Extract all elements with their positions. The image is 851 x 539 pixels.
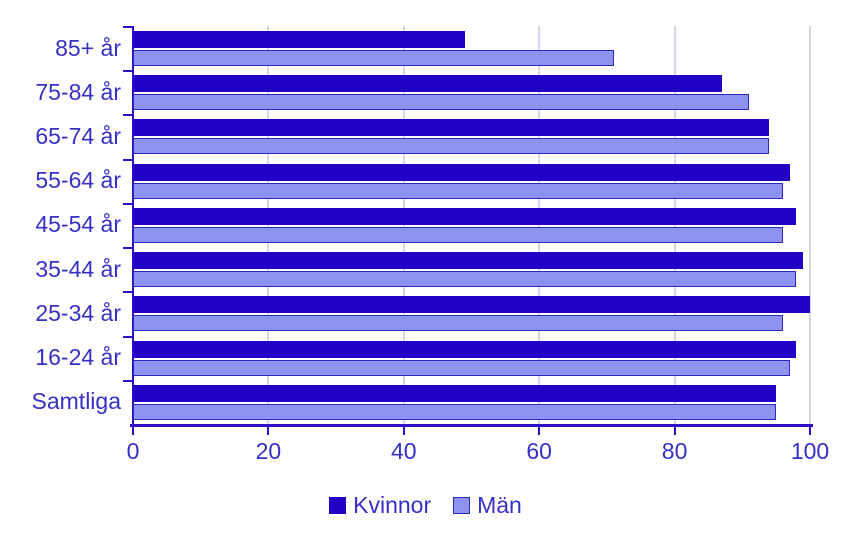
bar-kvinnor-6 (133, 296, 810, 314)
bar-mn-8 (133, 403, 777, 420)
x-axis-tick-60 (538, 427, 541, 435)
legend-swatch-kvinnor (329, 497, 347, 514)
x-axis-tick-label-100: 100 (790, 438, 830, 464)
x-axis-tick-0 (132, 427, 134, 435)
bar-mn-1 (133, 94, 750, 111)
category-label-6: 25-34 år (35, 299, 121, 326)
y-axis-tick-8 (123, 379, 132, 382)
y-axis-tick-3 (123, 158, 132, 161)
bar-kvinnor-8 (133, 384, 777, 402)
x-axis-tick-labels: 0 20 40 60 80 100 (0, 438, 851, 466)
bar-group-2 (133, 114, 810, 158)
gridline-x-80 (673, 26, 676, 424)
bar-mn-3 (133, 182, 783, 199)
x-axis-tick-label-80: 80 (661, 438, 688, 464)
bar-kvinnor-7 (133, 340, 797, 358)
bar-mn-6 (133, 315, 783, 332)
plot-area (133, 26, 811, 424)
category-label-8: Samtliga (31, 388, 121, 415)
x-axis-tick-80 (673, 427, 676, 435)
x-axis-tick-label-40: 40 (391, 438, 417, 464)
legend-swatch-man (453, 497, 471, 514)
x-axis-line (130, 424, 813, 435)
bar-group-6 (133, 291, 810, 335)
x-axis-tick-20 (267, 427, 270, 435)
category-label-3: 55-64 år (35, 167, 121, 194)
bar-kvinnor-1 (133, 75, 722, 93)
x-axis-tick-label-60: 60 (526, 438, 552, 464)
x-axis-tick-100 (809, 427, 811, 435)
bar-group-4 (133, 203, 810, 247)
bar-group-3 (133, 159, 810, 203)
gridline-x-60 (538, 26, 541, 424)
bar-group-1 (133, 70, 810, 114)
bar-kvinnor-2 (133, 119, 770, 137)
bar-mn-4 (133, 226, 783, 243)
y-axis-tick-4 (123, 202, 132, 205)
bar-kvinnor-0 (133, 31, 465, 48)
bar-kvinnor-5 (133, 252, 804, 270)
legend: Kvinnor Män (0, 492, 851, 519)
category-label-1: 75-84 år (35, 78, 121, 105)
bar-group-0 (133, 26, 810, 70)
x-axis-tick-label-20: 20 (255, 438, 282, 464)
gridline-x-40 (402, 26, 405, 424)
y-axis-tick-5 (123, 247, 132, 250)
bar-mn-7 (133, 359, 790, 376)
bar-group-7 (133, 336, 810, 380)
bar-mn-0 (133, 50, 614, 66)
legend-item-man: Män (453, 492, 522, 519)
y-axis-tick-6 (123, 291, 132, 294)
y-axis-tick-0 (123, 26, 132, 28)
bar-mn-2 (133, 138, 770, 155)
bar-kvinnor-4 (133, 207, 797, 225)
bar-kvinnor-3 (133, 163, 790, 181)
bar-mn-5 (133, 271, 797, 288)
category-label-7: 16-24 år (35, 344, 121, 371)
gridline-x-100 (809, 26, 811, 424)
x-axis-tick-label-0: 0 (126, 438, 140, 464)
category-label-5: 35-44 år (35, 255, 121, 282)
category-label-2: 65-74 år (35, 123, 121, 150)
y-axis-category-labels: 85+ år 75-84 år 65-74 år 55-64 år 45-54 år 35… (0, 26, 121, 424)
bar-group-8 (133, 380, 810, 424)
legend-item-kvinnor: Kvinnor (329, 492, 431, 519)
y-axis-tick-2 (123, 114, 132, 117)
category-label-0: 85+ år (55, 34, 121, 61)
y-axis-tick-7 (123, 335, 132, 338)
gridline-x-20 (267, 26, 270, 424)
category-label-4: 45-54 år (35, 211, 121, 238)
y-axis-tick-1 (123, 70, 132, 73)
legend-label-man: Män (477, 492, 522, 518)
x-axis-tick-40 (402, 427, 405, 435)
bar-group-5 (133, 247, 810, 291)
legend-label-kvinnor: Kvinnor (353, 492, 432, 518)
